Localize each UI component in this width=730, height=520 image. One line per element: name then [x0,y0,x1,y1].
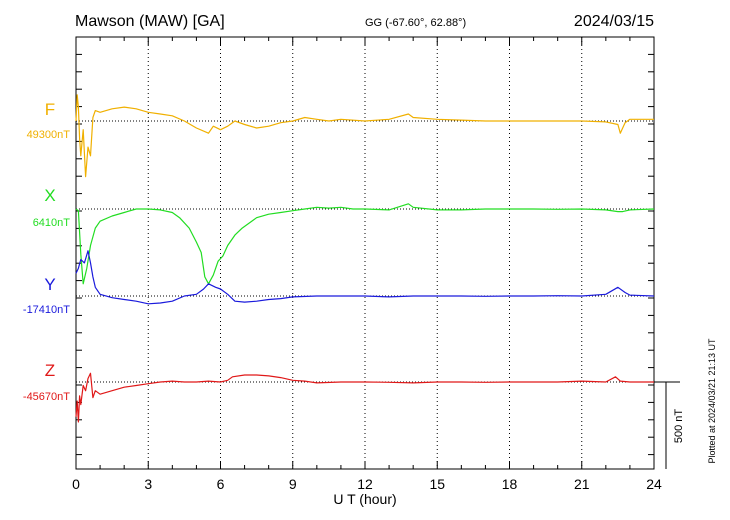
series-name-y: Y [44,275,55,294]
coordinates-label: GG (-67.60°, 62.88°) [365,17,466,29]
series-line-f [75,94,654,178]
series-line-x [75,203,655,285]
series-line-z [75,372,654,423]
series-lines [75,94,655,423]
x-tick-label: 21 [574,476,590,492]
axis-ticks [75,37,655,469]
date-label: 2024/03/15 [574,13,654,30]
series-baseline-z: -45670nT [23,391,70,403]
x-tick-label: 15 [429,476,445,492]
series-line-y [75,250,655,305]
x-tick-label: 6 [217,476,225,492]
x-tick-label: 24 [646,476,662,492]
series-baseline-x: 6410nT [33,217,71,229]
series-baseline-y: -17410nT [23,304,70,316]
series-name-x: X [44,186,55,205]
plotted-timestamp: Plotted at 2024/03/21 21:13 UT [707,338,717,464]
x-tick-label: 9 [289,476,297,492]
scale-bar: 500 nT [654,381,685,469]
baselines [76,120,654,383]
station-title: Mawson (MAW) [GA] [75,13,225,30]
grid [147,37,583,469]
series-name-f: F [45,100,55,119]
series-baseline-f: 49300nT [27,129,71,141]
x-tick-label: 0 [72,476,80,492]
x-axis-label: U T (hour) [333,491,396,507]
series-labels: F 49300nT X 6410nT Y -17410nT Z -45670nT [23,100,70,403]
x-tick-label: 3 [144,476,152,492]
x-tick-labels: 0 3 6 9 12 15 18 21 24 [72,476,662,492]
x-tick-label: 18 [502,476,518,492]
x-tick-label: 12 [357,476,373,492]
scale-bar-label: 500 nT [673,409,685,444]
series-name-z: Z [45,361,55,380]
